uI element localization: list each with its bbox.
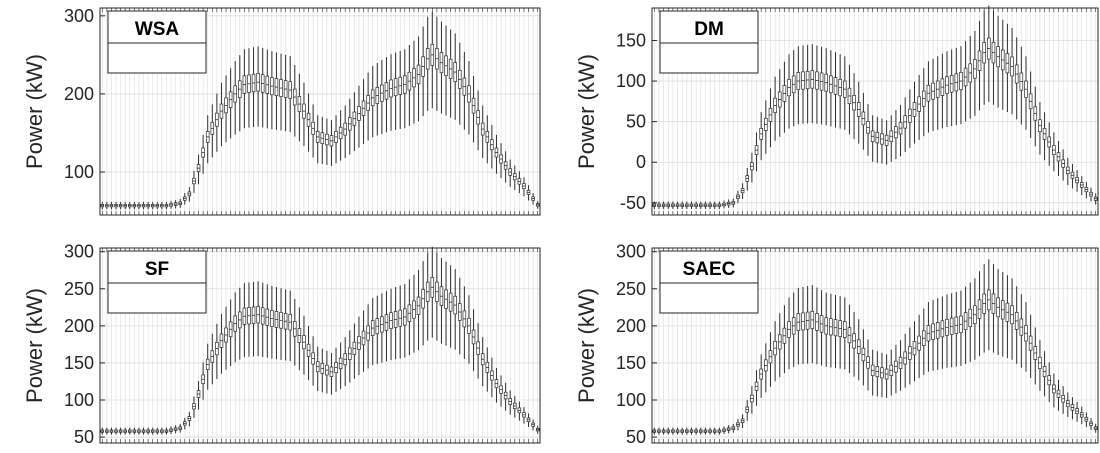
y-tick-label: 300 <box>616 242 646 262</box>
y-tick-label: 0 <box>636 152 646 172</box>
y-tick-label: 300 <box>64 6 94 26</box>
y-tick-label: 300 <box>64 242 94 262</box>
panel-title-box <box>659 10 759 74</box>
y-tick-label: 200 <box>616 316 646 336</box>
panel-title: SF <box>145 259 169 280</box>
y-axis-label: Power (kW) <box>574 54 599 169</box>
panel-title-box <box>659 250 759 314</box>
panel-title-box <box>107 250 207 314</box>
axes-frame <box>99 7 541 216</box>
y-tick-label: 150 <box>64 353 94 373</box>
y-tick-label: 50 <box>626 427 646 447</box>
y-tick-label: 250 <box>64 279 94 299</box>
panel-title: DM <box>694 19 724 40</box>
panel-title: SAEC <box>683 259 736 280</box>
y-axis-label: Power (kW) <box>574 288 599 403</box>
y-tick-label: 50 <box>626 112 646 132</box>
y-tick-label: 100 <box>616 390 646 410</box>
y-tick-label: 200 <box>64 84 94 104</box>
y-axis-label: Power (kW) <box>22 54 47 169</box>
y-tick-label: 150 <box>616 30 646 50</box>
y-tick-label: -50 <box>620 193 646 213</box>
y-tick-label: 150 <box>616 353 646 373</box>
axes-frame <box>99 247 541 444</box>
axes-frame <box>651 7 1099 216</box>
panel-title-box <box>107 10 207 74</box>
y-tick-label: 50 <box>74 427 94 447</box>
axes-frame <box>651 247 1099 444</box>
y-tick-label: 100 <box>64 390 94 410</box>
y-axis-label: Power (kW) <box>22 288 47 403</box>
y-tick-label: 100 <box>64 162 94 182</box>
y-tick-label: 200 <box>64 316 94 336</box>
y-tick-label: 100 <box>616 71 646 91</box>
panel-title: WSA <box>135 19 180 40</box>
y-tick-label: 250 <box>616 279 646 299</box>
